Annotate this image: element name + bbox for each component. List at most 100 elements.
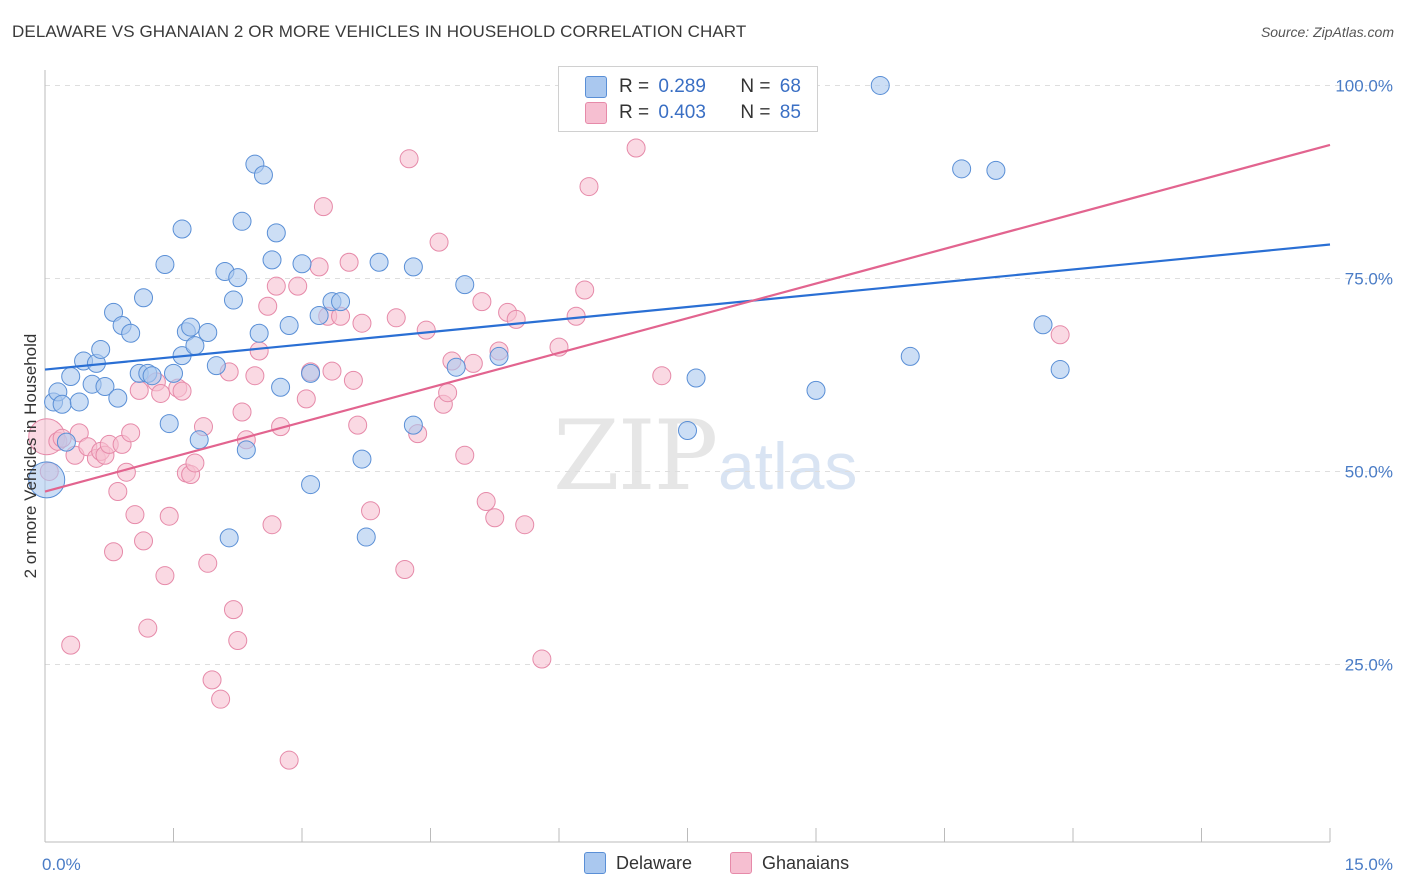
delaware-point — [301, 475, 321, 495]
ghanaians-point — [361, 501, 381, 521]
ghanaians-n-value: 85 — [779, 102, 801, 123]
delaware-point — [95, 377, 115, 397]
delaware-point — [352, 449, 372, 469]
ghanaians-point — [472, 292, 492, 312]
y-tick-label: 100.0% — [1335, 76, 1393, 95]
ghanaians-point — [309, 257, 329, 277]
ghanaians-point — [228, 631, 248, 651]
legend-row-ghanaians: R = 0.403 N = 85 — [585, 100, 801, 126]
ghanaians-point — [532, 649, 552, 669]
ghanaians-point — [652, 366, 672, 386]
delaware-point — [232, 211, 252, 231]
ghanaians-point — [202, 670, 222, 690]
delaware-point — [369, 252, 389, 272]
ghanaians-point — [626, 138, 646, 158]
delaware-legend-swatch — [584, 852, 606, 874]
ghanaians-point — [313, 197, 333, 217]
ghanaians-point — [198, 553, 218, 573]
ghanaians-point — [339, 252, 359, 272]
delaware-point — [271, 377, 291, 397]
ghanaians-point — [416, 320, 436, 340]
ghanaians-point — [125, 505, 145, 525]
y-tick-label: 75.0% — [1345, 269, 1393, 288]
axes — [44, 70, 1331, 843]
delaware-n-value: 68 — [779, 76, 801, 97]
delaware-point — [986, 160, 1006, 180]
delaware-point — [489, 346, 509, 366]
delaware-point — [69, 392, 89, 412]
delaware-point — [266, 223, 286, 243]
delaware-point — [678, 421, 697, 441]
delaware-point — [262, 250, 282, 270]
ghanaians-point — [455, 445, 475, 465]
delaware-r-label: R = — [619, 76, 650, 97]
ghanaians-point — [155, 566, 175, 586]
delaware-point — [223, 290, 243, 310]
delaware-point — [900, 346, 920, 366]
stats-legend: R = 0.289 N = 68 R = 0.403 N = 85 — [558, 66, 818, 132]
x-tick-label: 0.0% — [42, 855, 81, 874]
delaware-point — [403, 257, 423, 277]
delaware-point — [253, 165, 273, 185]
delaware-point — [301, 363, 321, 383]
tick-labels: 25.0% 50.0% 75.0% 100.0% 0.0% 15.0% 2 or more … — [21, 76, 1393, 874]
ghanaians-point — [399, 149, 419, 169]
delaware-point — [806, 380, 826, 400]
delaware-point — [206, 356, 226, 376]
delaware-point — [172, 219, 192, 239]
ghanaians-point — [386, 308, 406, 328]
ghanaians-point — [159, 506, 179, 526]
ghanaians-point — [129, 380, 149, 400]
ghanaians-point — [211, 689, 231, 709]
ghanaians-point — [69, 423, 89, 443]
ghanaians-point — [575, 280, 595, 300]
ghanaians-point — [151, 383, 171, 403]
delaware-point — [198, 322, 218, 342]
ghanaians-point — [515, 515, 535, 535]
delaware-point — [403, 415, 423, 435]
delaware-r-value: 0.289 — [658, 76, 706, 97]
ghanaians-point — [463, 353, 483, 373]
ghanaians-point — [438, 383, 458, 403]
ghanaians-point — [138, 618, 158, 638]
ghanaians-point — [262, 515, 282, 535]
delaware-point — [52, 394, 72, 414]
ghanaians-point — [579, 177, 599, 197]
delaware-point — [108, 388, 128, 408]
ghanaians-r-value: 0.403 — [658, 102, 706, 123]
ghanaians-legend-swatch — [730, 852, 752, 874]
delaware-point — [236, 440, 256, 460]
delaware-point — [292, 254, 312, 274]
delaware-point — [104, 302, 124, 322]
ghanaians-point — [343, 370, 363, 390]
ghanaians-point — [108, 482, 128, 502]
delaware-point — [1033, 315, 1053, 335]
ghanaians-point — [232, 402, 252, 422]
delaware-point — [331, 292, 351, 312]
delaware-point — [56, 432, 76, 452]
delaware-point — [309, 305, 329, 325]
y-tick-label: 25.0% — [1345, 655, 1393, 674]
legend-row-delaware: R = 0.289 N = 68 — [585, 74, 801, 100]
y-tick-label: 50.0% — [1345, 462, 1393, 481]
ghanaians-swatch — [585, 102, 607, 124]
chart-title: DELAWARE VS GHANAIAN 2 OR MORE VEHICLES … — [12, 22, 747, 41]
delaware-swatch — [585, 76, 607, 98]
ghanaians-point — [352, 313, 372, 333]
ghanaians-point — [296, 389, 316, 409]
delaware-point — [1050, 360, 1070, 380]
source-label: Source: ZipAtlas.com — [1260, 24, 1394, 40]
delaware-trend-line — [44, 243, 1331, 371]
delaware-point — [121, 323, 141, 343]
ghanaians-point — [395, 559, 415, 579]
delaware-point — [686, 368, 706, 388]
bottom-legend-ghanaians: Ghanaians — [730, 852, 849, 874]
watermark-zip: ZIP — [553, 400, 718, 512]
ghanaians-point — [279, 750, 299, 770]
delaware-point — [356, 527, 376, 547]
ghanaians-point — [288, 276, 308, 296]
delaware-point — [219, 528, 239, 548]
ghanaians-point — [172, 381, 192, 401]
ghanaians-legend-label: Ghanaians — [762, 852, 850, 873]
